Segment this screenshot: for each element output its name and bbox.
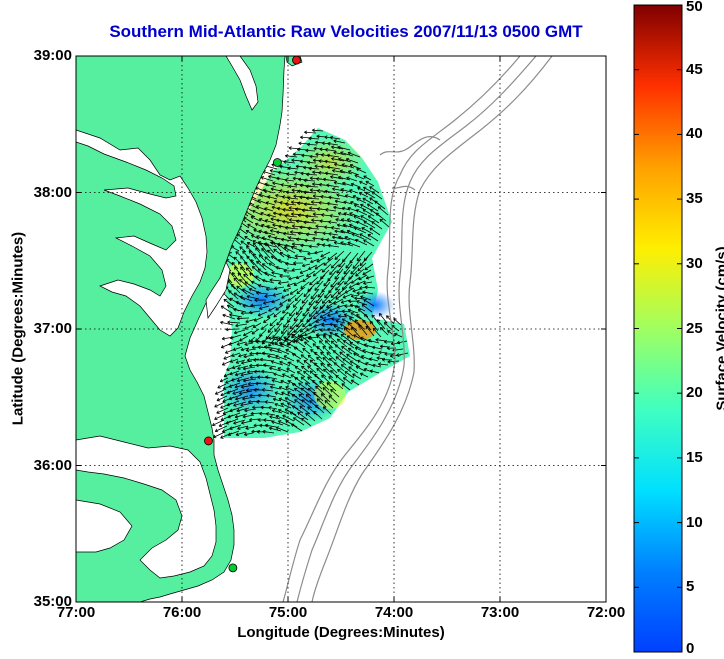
colorbar [633, 4, 683, 653]
colorbar-tick-label: 10 [686, 513, 703, 531]
x-tick-label: 75:00 [268, 604, 308, 621]
colorbar-tick-label: 35 [686, 190, 703, 208]
chesapeake-bay [76, 129, 208, 337]
colorbar-tick-label: 25 [686, 319, 703, 337]
station-duck [204, 436, 213, 446]
y-tick-label: 39:00 [33, 47, 72, 64]
axis-ticks [75, 55, 607, 603]
figure-title: Southern Mid-Atlantic Raw Velocities 200… [109, 22, 583, 41]
x-tick-label: 76:00 [162, 604, 202, 621]
colorbar-tick-label: 50 [686, 0, 703, 15]
velocity-arrows [212, 128, 409, 439]
colorbar-tick-label: 45 [686, 60, 703, 78]
colorbar-tick-label: 5 [686, 578, 695, 596]
colorbar-tick-label: 15 [686, 448, 703, 466]
x-axis-label: Longitude (Degrees:Minutes) [237, 624, 445, 641]
station-north [292, 56, 301, 65]
colorbar-tick-label: 30 [686, 254, 703, 272]
grid-lines [76, 56, 606, 602]
station-delmarva [272, 158, 282, 167]
radar-stations [204, 56, 301, 573]
y-tick-label: 35:00 [33, 593, 72, 610]
y-axis-label: Latitude (Degrees:Minutes) [9, 231, 27, 426]
colorbar-tick-label: 40 [686, 125, 703, 143]
colorbar-ticks [634, 4, 682, 653]
x-tick-label: 77:00 [56, 604, 96, 621]
x-tick-label: 74:00 [374, 604, 414, 621]
y-tick-label: 36:00 [33, 456, 72, 474]
albemarle-sound [76, 435, 217, 579]
x-tick-label: 73:00 [480, 604, 520, 621]
y-tick-label: 38:00 [33, 183, 72, 201]
colorbar-tick-label: 0 [686, 640, 695, 657]
y-tick-label: 37:00 [33, 320, 72, 337]
colorbar-tick-label: 20 [686, 384, 703, 402]
colorbar-label: Surface Velocity (cm/s) [713, 246, 724, 411]
x-tick-label: 72:00 [586, 604, 626, 621]
bathymetry-contours [282, 56, 553, 602]
station-hatteras [228, 563, 238, 573]
